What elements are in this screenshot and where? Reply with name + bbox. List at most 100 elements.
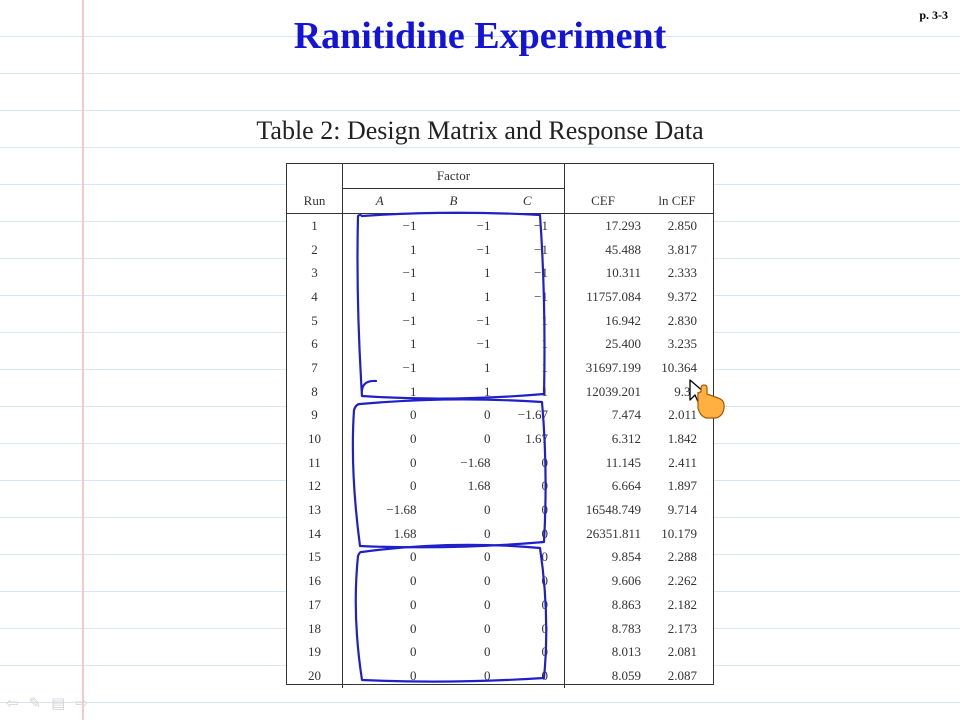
cell-run: 19 — [308, 644, 321, 660]
cell-run: 6 — [311, 336, 318, 352]
cell-run: 13 — [308, 502, 321, 518]
cell-factor-b: 0 — [484, 573, 491, 589]
cell-cef: 25.400 — [564, 332, 641, 357]
cell-run: 9 — [311, 407, 318, 423]
table-row: 5 −1 −1 1 16.942 2.830 — [287, 308, 713, 333]
cell-factor-c: 0 — [541, 454, 549, 470]
design-matrix-table: Factor Run A B C CEF ln CEF 1 −1 −1 −1 17.29… — [286, 163, 714, 688]
cell-factor-a: 0 — [342, 664, 417, 688]
cell-cef: 9.606 — [564, 569, 641, 593]
cell-factor-c: 0 — [541, 644, 549, 660]
cell-run: 5 — [311, 312, 318, 328]
cell-ln-cef: 2.173 — [667, 620, 697, 636]
cell-ln-cef: 9.372 — [667, 288, 697, 304]
cell-run: 20 — [308, 667, 321, 683]
cell-factor-b: 0 — [484, 549, 491, 565]
cell-cef: 31697.199 — [564, 356, 641, 380]
cell-cef: 6.312 — [564, 427, 641, 451]
table-caption: Table 2: Design Matrix and Response Data — [256, 116, 704, 145]
cell-run: 14 — [308, 525, 321, 541]
cell-factor-a: −1 — [342, 308, 417, 333]
cell-factor-a: 0 — [342, 427, 417, 451]
header-factor-c: C — [490, 188, 565, 214]
cell-cef: 8.059 — [564, 664, 641, 688]
cell-factor-b: −1 — [476, 312, 491, 328]
table-row: 3 −1 1 −1 10.311 2.333 — [287, 261, 713, 286]
cell-factor-c: 0 — [541, 549, 549, 565]
cell-run: 1 — [287, 212, 343, 238]
header-cef: CEF — [564, 188, 641, 214]
cell-factor-c: 0 — [541, 596, 549, 612]
cell-factor-c: −1.67 — [517, 407, 548, 423]
cell-factor-c: 1.67 — [525, 431, 548, 447]
table-row: 8 1 1 1 12039.201 9.39 — [287, 379, 713, 404]
cell-ln-cef: 2.182 — [667, 596, 697, 612]
table-row: 14 1.68 0 0 26351.811 10.179 — [287, 521, 713, 546]
cell-factor-a: 1.68 — [342, 521, 417, 546]
cell-factor-a: 0 — [342, 569, 417, 593]
cell-factor-b: 0 — [484, 502, 491, 518]
cell-factor-c: 0 — [541, 620, 549, 636]
response-header-spacer-2 — [641, 164, 713, 189]
cell-run: 15 — [308, 549, 321, 565]
cell-factor-b: 0 — [484, 596, 491, 612]
table-row: 6 1 −1 1 25.400 3.235 — [287, 332, 713, 357]
table-row: 18 0 0 0 8.783 2.173 — [287, 616, 713, 641]
cell-ln-cef: 2.087 — [667, 667, 697, 683]
cell-run: 3 — [311, 265, 318, 281]
cell-factor-a: −1.68 — [342, 498, 417, 522]
cell-factor-a: 1 — [342, 379, 417, 404]
cell-ln-cef: 2.288 — [667, 549, 697, 565]
cell-ln-cef: 3.235 — [667, 336, 697, 352]
cell-ln-cef: 1.897 — [667, 478, 697, 494]
cell-cef: 7.474 — [564, 403, 641, 428]
cell-factor-a: 0 — [342, 616, 417, 641]
cell-run: 11 — [308, 454, 321, 470]
cell-factor-b: 0 — [484, 644, 491, 660]
cell-run: 16 — [308, 573, 321, 589]
header-ln-cef: ln CEF — [658, 192, 696, 208]
cell-factor-c: 1 — [541, 383, 549, 399]
cell-factor-a: 0 — [342, 545, 417, 570]
cell-factor-b: 1 — [484, 265, 491, 281]
cell-factor-b: −1.68 — [460, 454, 491, 470]
cell-factor-c: −1 — [534, 265, 548, 281]
table-row: 19 0 0 0 8.013 2.081 — [287, 640, 713, 665]
cell-run: 17 — [308, 596, 321, 612]
cell-factor-b: 0 — [484, 620, 491, 636]
cell-cef: 17.293 — [564, 212, 641, 238]
cell-cef: 26351.811 — [564, 521, 641, 546]
cell-run: 2 — [311, 241, 318, 257]
cell-factor-c: −1 — [534, 288, 548, 304]
cell-cef: 8.013 — [564, 640, 641, 665]
cell-cef: 16548.749 — [564, 498, 641, 522]
cell-ln-cef: 3.817 — [667, 241, 697, 257]
factor-group-header: Factor — [342, 164, 565, 189]
cell-factor-b: 1 — [484, 288, 491, 304]
table-body: 1 −1 −1 −1 17.293 2.850 2 1 −1 −1 45.488 3.817 3 −1 1−… — [287, 212, 713, 688]
cell-cef: 45.488 — [564, 237, 641, 262]
cell-factor-a: 1 — [342, 332, 417, 357]
cell-cef: 11.145 — [564, 450, 641, 475]
slide-nav-toolbar: ⇦ ✎ ▤ ⇨ — [6, 694, 88, 712]
table-row: 20 0 0 0 8.059 2.087 — [287, 664, 713, 688]
cell-factor-c: −1 — [490, 212, 565, 238]
menu-icon[interactable]: ▤ — [51, 694, 66, 712]
previous-slide-icon[interactable]: ⇦ — [6, 694, 19, 712]
cell-factor-c: 0 — [541, 525, 549, 541]
table-row: 9 0 0 −1.67 7.474 2.011 — [287, 403, 713, 428]
cell-cef: 9.854 — [564, 545, 641, 570]
cell-factor-b: −1 — [476, 336, 491, 352]
table-row: 11 0 −1.68 0 11.145 2.411 — [287, 450, 713, 475]
table-row: 17 0 0 0 8.863 2.182 — [287, 593, 713, 617]
header-factor-b: B — [416, 188, 491, 214]
table-group-header-row: Factor — [287, 164, 713, 189]
response-header-spacer — [564, 164, 641, 189]
cell-factor-c: 0 — [541, 667, 549, 683]
cell-factor-a: 0 — [342, 593, 417, 617]
cell-factor-c: 0 — [541, 573, 549, 589]
next-slide-icon[interactable]: ⇨ — [75, 694, 88, 712]
cell-ln-cef: 2.830 — [667, 312, 697, 328]
pen-icon[interactable]: ✎ — [28, 694, 42, 712]
cell-ln-cef: 9.39 — [674, 383, 697, 399]
